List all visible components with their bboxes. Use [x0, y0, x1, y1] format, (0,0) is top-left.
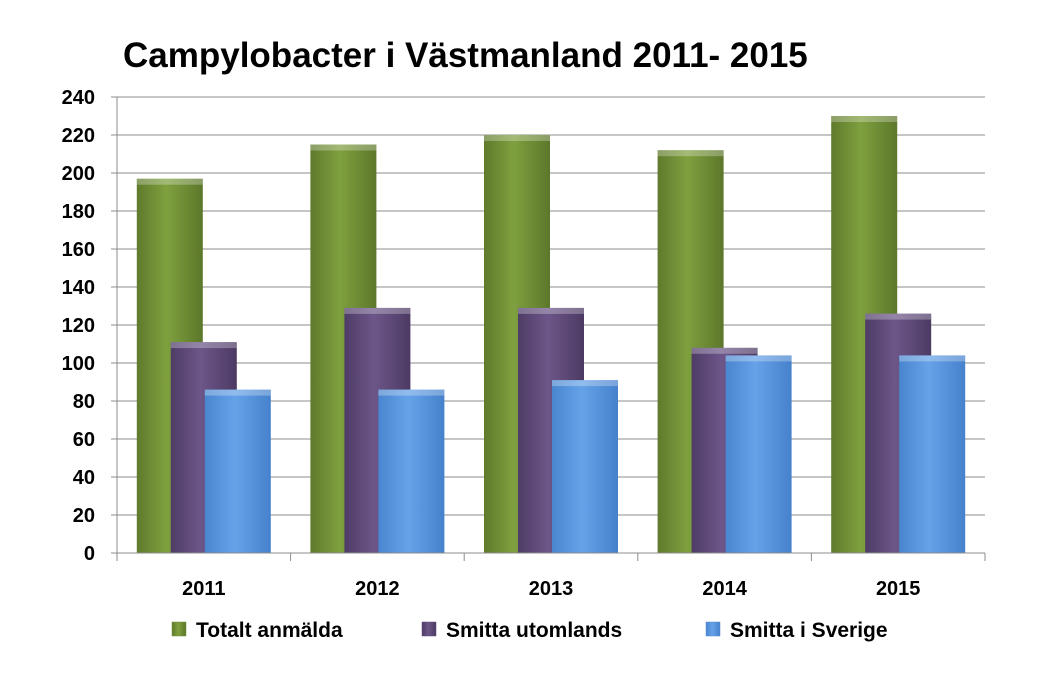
x-tick-label: 2014 — [702, 578, 747, 600]
y-tick-label: 0 — [84, 543, 95, 565]
bar-highlight — [518, 307, 584, 314]
y-tick-label: 60 — [73, 429, 95, 451]
y-tick-label: 80 — [73, 391, 95, 413]
y-tick-label: 40 — [73, 467, 95, 489]
bar-sverige-2012 — [378, 389, 445, 553]
bar-highlight — [691, 347, 758, 354]
y-tick-label: 100 — [62, 353, 95, 375]
y-tick-label: 20 — [73, 505, 95, 527]
legend-swatch — [171, 621, 187, 637]
bar-highlight — [344, 307, 411, 314]
bar-highlight — [657, 150, 724, 157]
bar-highlight — [378, 389, 445, 396]
axes — [116, 97, 985, 554]
bar-highlight — [136, 178, 203, 185]
bar-sverige-2013 — [552, 380, 618, 553]
legend-swatch — [421, 621, 437, 637]
bar-highlight — [204, 389, 271, 396]
bar-sverige-2015 — [899, 355, 966, 553]
y-axis-ticks: 0 20 40 60 80 100 120 140 160 180 200 220 240 — [62, 87, 117, 565]
bar-highlight — [552, 380, 618, 387]
x-tick-label: 2012 — [355, 578, 400, 600]
bar-highlight — [831, 116, 898, 122]
bar-highlight — [170, 342, 237, 349]
legend-label: Smitta i Sverige — [730, 619, 888, 642]
y-tick-label: 180 — [62, 201, 95, 223]
bar-sverige-2014 — [725, 355, 792, 553]
legend-label: Totalt anmälda — [196, 619, 343, 642]
x-tick-label: 2015 — [876, 578, 921, 600]
legend-label: Smitta utomlands — [446, 619, 622, 642]
chart-title: Campylobacter i Västmanland 2011- 2015 — [123, 36, 808, 75]
bar-highlight — [725, 355, 792, 362]
bar-highlight — [865, 313, 932, 320]
x-axis-ticks: 2011 2012 2013 2014 2015 — [116, 553, 986, 600]
bars — [136, 116, 966, 553]
bar-highlight — [899, 355, 966, 362]
y-tick-label: 140 — [62, 277, 95, 299]
y-tick-label: 220 — [62, 125, 95, 147]
y-tick-label: 160 — [62, 239, 95, 261]
y-tick-label: 240 — [62, 87, 95, 109]
x-tick-label: 2011 — [182, 578, 225, 600]
y-tick-label: 200 — [62, 163, 95, 185]
y-tick-label: 120 — [62, 315, 95, 337]
bar-highlight — [310, 144, 377, 151]
legend-swatch — [705, 621, 721, 637]
bar-highlight — [484, 135, 550, 141]
legend: Totalt anmälda Smitta utomlands Smitta i S… — [171, 619, 888, 642]
x-tick-label: 2013 — [529, 578, 574, 600]
bar-sverige-2011 — [204, 389, 271, 553]
